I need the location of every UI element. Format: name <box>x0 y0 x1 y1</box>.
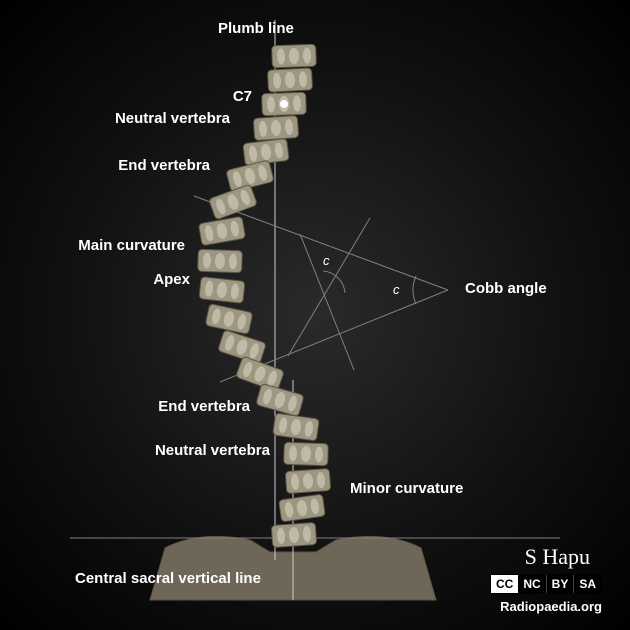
vertebra <box>205 304 253 335</box>
vertebra <box>256 383 304 416</box>
license-cc: CC <box>491 575 518 593</box>
vertebra <box>199 277 245 303</box>
label-minor-curvature: Minor curvature <box>350 480 463 497</box>
label-c-right: c <box>393 282 400 297</box>
vertebra <box>273 413 320 441</box>
label-c7: C7 <box>233 88 252 105</box>
vertebra <box>284 442 329 466</box>
cobb-perp-b <box>288 218 370 356</box>
vertebra <box>253 115 298 140</box>
label-plumb-line: Plumb line <box>218 20 294 37</box>
vertebra <box>285 468 330 493</box>
label-main-curvature: Main curvature <box>78 237 185 254</box>
source-text: Radiopaedia.org <box>500 599 602 614</box>
label-apex: Apex <box>153 271 190 288</box>
label-cobb-angle: Cobb angle <box>465 280 547 297</box>
license-badge: CC NC BY SA <box>490 574 602 594</box>
vertebra <box>271 522 316 547</box>
license-sa: SA <box>574 575 601 593</box>
license-by: BY <box>547 575 575 593</box>
diagram-svg <box>0 0 630 630</box>
label-c-left: c <box>323 253 330 268</box>
label-neutral-vertebra-upper: Neutral vertebra <box>115 110 230 127</box>
vertebra <box>267 68 312 92</box>
cobb-arc-left <box>323 271 345 293</box>
license-nc: NC <box>518 575 546 593</box>
diagram-canvas: Plumb line C7 Neutral vertebra End verte… <box>0 0 630 630</box>
vertebra <box>279 494 326 522</box>
label-csvl: Central sacral vertical line <box>75 570 261 587</box>
label-neutral-vertebra-lower: Neutral vertebra <box>155 442 270 459</box>
label-end-vertebra-lower: End vertebra <box>158 398 250 415</box>
vertebra <box>198 216 245 245</box>
cobb-arc-right <box>413 276 416 304</box>
signature: S Hapu <box>525 544 590 570</box>
vertebra <box>262 92 307 116</box>
label-end-vertebra-upper: End vertebra <box>118 157 210 174</box>
vertebra <box>198 249 243 273</box>
vertebra <box>272 44 317 68</box>
